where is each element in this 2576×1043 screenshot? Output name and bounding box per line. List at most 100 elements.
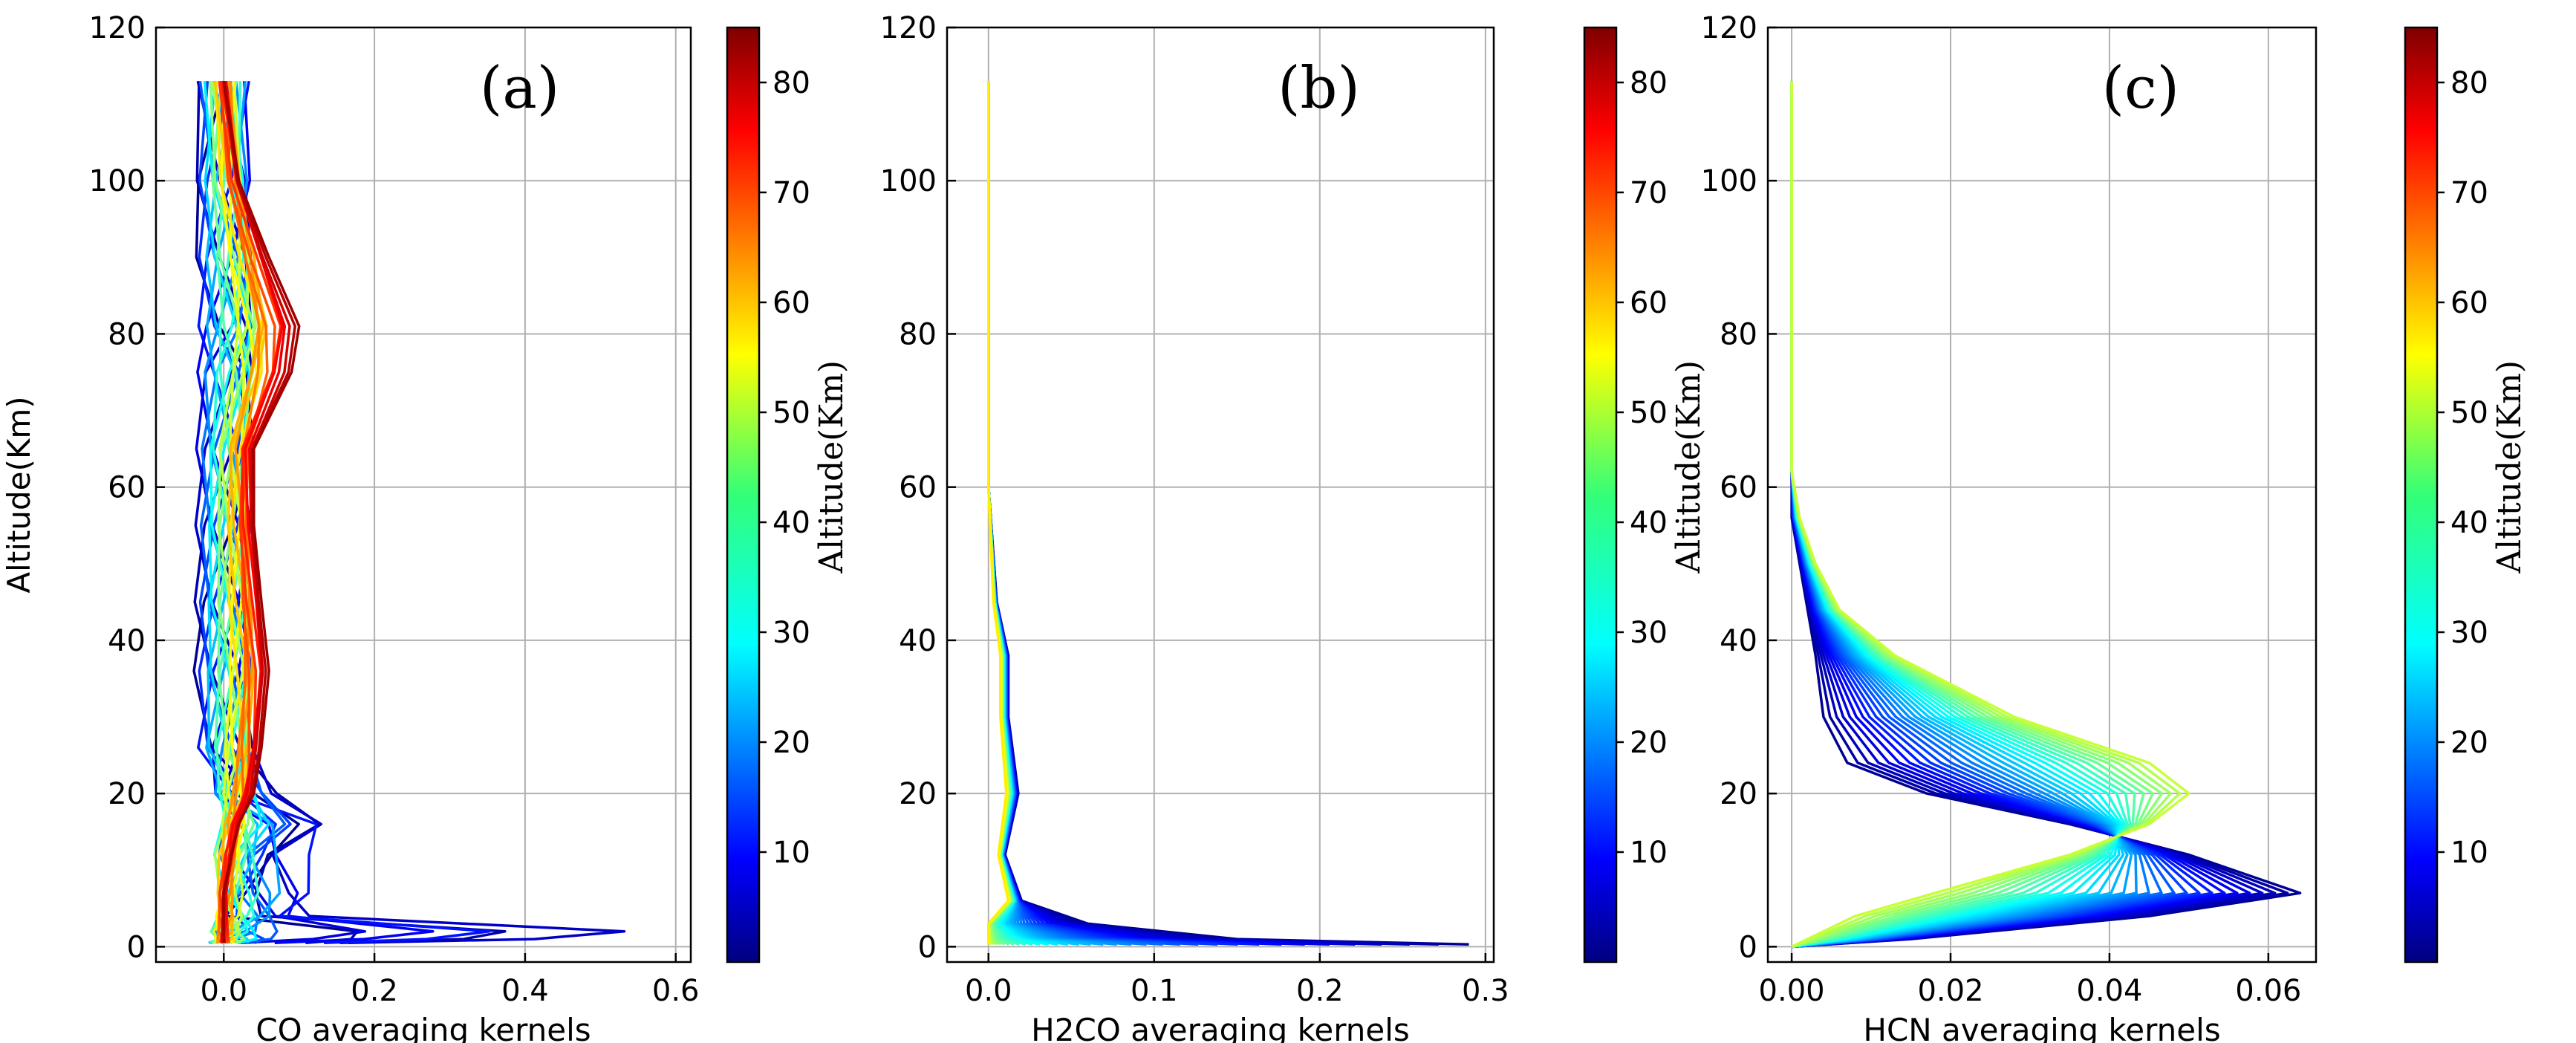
y-tick-label: 100 xyxy=(880,164,937,198)
kernel-line-4 xyxy=(987,81,1382,946)
colorbar-tick-label: 30 xyxy=(1630,616,1668,650)
y-tick-label: 120 xyxy=(880,11,937,45)
colorbar-tick-label: 70 xyxy=(2450,176,2488,210)
kernel-line-22 xyxy=(987,81,1058,946)
kernel-line-40 xyxy=(987,81,1010,945)
y-tick-label: 40 xyxy=(108,624,146,658)
y-tick-label: 40 xyxy=(1720,624,1757,658)
kernel-line-12 xyxy=(987,81,1199,946)
panel-c: 0.00 0.02 0.04 0.06 0 20 40 60 80 100 120 (c) HCN … xyxy=(1701,11,2528,1043)
kernel-line-3 xyxy=(987,81,1410,946)
panel-a-plot: 0.0 0.2 0.4 0.6 0 20 40 60 80 100 120 (a) xyxy=(89,11,700,1008)
x-tick-label: 0.1 xyxy=(1131,974,1178,1008)
kernel-line-28 xyxy=(1790,81,2173,949)
x-tick-label: 0.00 xyxy=(1759,974,1825,1008)
panel-a-y-axis-label: Altitude(Km) xyxy=(1,396,37,593)
colorbar-tick-label: 50 xyxy=(773,396,810,430)
y-tick-label: 120 xyxy=(89,11,146,45)
colorbar-tick-label: 60 xyxy=(773,286,810,320)
panel-a-colorbar-gradient xyxy=(726,26,761,964)
colorbar-tick-label: 20 xyxy=(2450,726,2488,760)
y-tick-label: 60 xyxy=(1720,471,1757,505)
colorbar-tick-label: 20 xyxy=(1630,726,1668,760)
y-tick-label: 80 xyxy=(1720,317,1757,351)
y-tick-label: 80 xyxy=(899,317,937,351)
colorbar-tick-label: 40 xyxy=(773,506,810,540)
kernel-line-7 xyxy=(987,81,1305,946)
y-tick-label: 0 xyxy=(918,930,937,964)
colorbar-tick-label: 50 xyxy=(2450,396,2488,430)
y-tick-label: 0 xyxy=(127,930,146,964)
colorbar-tick-label: 40 xyxy=(2450,506,2488,540)
x-tick-label: 0.02 xyxy=(1917,974,1983,1008)
colorbar-tick-label: 50 xyxy=(1630,396,1668,430)
panel-c-colorbar-gradient xyxy=(2404,26,2439,964)
panel-c-frame xyxy=(1766,26,2318,964)
colorbar-tick-label: 40 xyxy=(1630,506,1668,540)
panel-c-colorbar-ticks: 10 20 30 40 50 60 70 80 xyxy=(2437,66,2488,870)
kernel-line-9 xyxy=(987,81,1260,946)
x-tick-label: 0.06 xyxy=(2235,974,2301,1008)
x-tick-label: 0.04 xyxy=(2076,974,2142,1008)
kernel-line-1 xyxy=(987,81,1469,946)
kernel-line-10 xyxy=(987,81,1238,946)
kernel-line-20 xyxy=(987,81,1079,946)
x-tick-label: 0.0 xyxy=(965,974,1012,1008)
y-tick-label: 20 xyxy=(1720,777,1757,811)
panel-c-colorbar-label: Altitude(Km) xyxy=(2491,360,2528,574)
panel-c-label: (c) xyxy=(2102,55,2180,122)
panel-a-colorbar-ticks: 10 20 30 40 50 60 70 80 xyxy=(759,66,810,870)
panel-b: 0.0 0.1 0.2 0.3 0 20 40 60 80 100 120 (b) H2CO ave… xyxy=(880,11,1708,1043)
panel-a-ticks: 0.0 0.2 0.4 0.6 0 20 40 60 80 100 120 xyxy=(89,11,700,1008)
colorbar-tick-label: 20 xyxy=(773,726,810,760)
panel-b-x-axis-label: H2CO averaging kernels xyxy=(1031,1012,1410,1043)
panel-c-ticks: 0.00 0.02 0.04 0.06 0 20 40 60 80 100 120 xyxy=(1701,11,2302,1008)
panel-b-colorbar-ticks: 10 20 30 40 50 60 70 80 xyxy=(1616,66,1668,870)
panel-b-grid xyxy=(947,27,1494,962)
kernel-line-2 xyxy=(987,81,1439,946)
x-tick-label: 0.4 xyxy=(501,974,549,1008)
panel-c-x-axis-label: HCN averaging kernels xyxy=(1863,1012,2220,1043)
kernel-line-5 xyxy=(1790,81,2251,949)
panel-a: 0.0 0.2 0.4 0.6 0 20 40 60 80 100 120 (a) CO avera… xyxy=(1,11,850,1043)
panel-c-grid xyxy=(1768,27,2316,962)
y-tick-label: 0 xyxy=(1739,930,1757,964)
y-tick-label: 80 xyxy=(108,317,146,351)
kernel-line-11 xyxy=(987,81,1218,946)
kernel-line-33 xyxy=(218,81,276,943)
colorbar-tick-label: 30 xyxy=(773,616,810,650)
kernel-line-5 xyxy=(987,81,1356,946)
colorbar-tick-label: 70 xyxy=(1630,176,1668,210)
colorbar-tick-label: 80 xyxy=(2450,66,2488,100)
kernel-line-10 xyxy=(1790,81,2188,949)
panel-a-colorbar-label: Altitude(Km) xyxy=(813,360,850,574)
y-tick-label: 120 xyxy=(1701,11,1757,45)
panel-c-colorbar: 10 20 30 40 50 60 70 80 Altitude(Km) xyxy=(2404,26,2528,964)
y-tick-label: 40 xyxy=(899,624,937,658)
panel-a-kernel-lines xyxy=(192,80,626,944)
kernel-line-30 xyxy=(1790,81,2190,948)
y-tick-label: 20 xyxy=(899,777,937,811)
panel-b-colorbar-label: Altitude(Km) xyxy=(1670,360,1708,574)
colorbar-tick-label: 70 xyxy=(773,176,810,210)
kernel-line-12 xyxy=(205,81,282,944)
panel-b-kernel-lines xyxy=(987,81,1469,946)
colorbar-tick-label: 10 xyxy=(773,836,810,870)
panel-a-colorbar: 10 20 30 40 50 60 70 80 Altitude(Km) xyxy=(726,26,850,964)
kernel-line-26 xyxy=(215,81,258,944)
x-tick-label: 0.3 xyxy=(1462,974,1509,1008)
kernel-line-6 xyxy=(987,81,1330,946)
colorbar-tick-label: 10 xyxy=(2450,836,2488,870)
x-tick-label: 0.2 xyxy=(1296,974,1344,1008)
kernel-line-23 xyxy=(987,81,1050,946)
kernel-line-21 xyxy=(987,81,1069,946)
kernel-line-17 xyxy=(209,80,256,944)
panel-b-colorbar: 10 20 30 40 50 60 70 80 Altitude(Km) xyxy=(1583,26,1708,964)
x-tick-label: 0.0 xyxy=(200,974,247,1008)
kernel-line-13 xyxy=(987,81,1180,946)
colorbar-tick-label: 60 xyxy=(1630,286,1668,320)
y-tick-label: 60 xyxy=(899,471,937,505)
colorbar-tick-label: 60 xyxy=(2450,286,2488,320)
colorbar-tick-label: 80 xyxy=(773,66,810,100)
